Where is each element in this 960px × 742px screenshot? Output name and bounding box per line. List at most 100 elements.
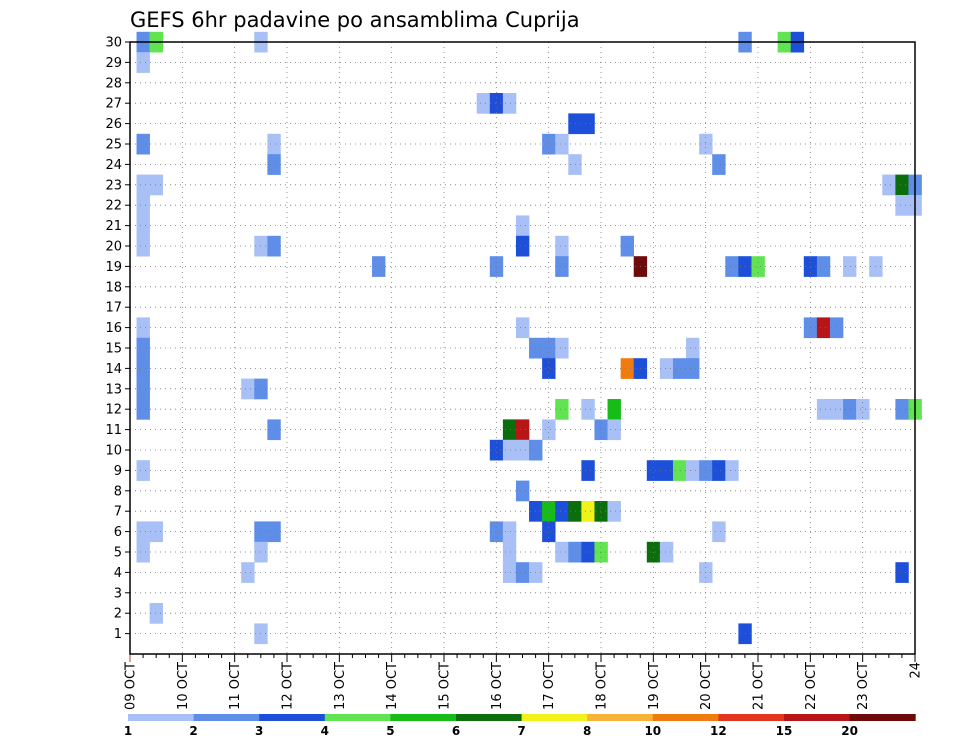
y-tick-label: 16 — [105, 321, 122, 336]
legend-swatch — [128, 714, 195, 721]
precip-cell — [267, 235, 281, 257]
grid-layer — [130, 42, 915, 654]
x-tick-label: 19 OCT — [647, 662, 662, 710]
x-tick-label: 17 OCT — [542, 662, 557, 710]
precip-cell — [659, 541, 674, 563]
precip-cell — [568, 541, 582, 563]
precip-cell — [895, 399, 909, 420]
legend-swatch — [456, 714, 523, 721]
legend-swatch — [784, 714, 851, 721]
precip-cell — [267, 419, 281, 441]
legend-label: 7 — [517, 724, 525, 738]
precip-cell — [712, 154, 726, 175]
x-tick-label: 21 OCT — [752, 662, 767, 710]
precip-cell — [686, 358, 700, 379]
y-tick-label: 13 — [105, 382, 122, 397]
legend-swatch — [324, 714, 391, 721]
precip-cell — [555, 541, 569, 563]
precip-cell — [568, 113, 582, 135]
precip-cell — [267, 521, 281, 543]
precip-cell — [581, 460, 595, 481]
precip-cell — [489, 521, 504, 543]
precip-cell — [149, 174, 164, 196]
precip-cell — [136, 521, 150, 543]
precip-cell — [136, 235, 150, 257]
precip-cell — [515, 317, 530, 339]
precip-cell — [712, 460, 726, 481]
x-tick-label: 11 OCT — [228, 662, 243, 710]
precip-cell — [843, 256, 857, 277]
y-tick-label: 4 — [114, 566, 122, 581]
legend-label: 3 — [255, 724, 263, 738]
precip-cell — [149, 603, 164, 624]
precip-cell — [725, 256, 739, 277]
precip-cell — [672, 460, 687, 481]
y-tick-label: 20 — [105, 240, 122, 255]
y-tick-label: 25 — [105, 138, 122, 153]
legend-label: 8 — [583, 724, 591, 738]
y-tick-label: 30 — [105, 36, 122, 51]
y-tick-label: 22 — [105, 199, 122, 214]
precip-cell — [542, 337, 556, 359]
chart-title: GEFS 6hr padavine po ansamblima Cuprija — [130, 8, 580, 32]
plot-frame — [129, 41, 916, 655]
precip-cell — [542, 501, 556, 522]
y-tick-label: 8 — [114, 484, 122, 499]
precip-cell — [489, 439, 504, 461]
precip-cell — [856, 399, 870, 420]
precip-cell — [136, 358, 150, 379]
x-tick-label: 22 OCT — [804, 662, 819, 710]
y-tick-label: 6 — [114, 525, 122, 540]
precip-cell — [607, 501, 621, 522]
legend-swatch — [652, 714, 719, 721]
y-tick-label: 5 — [114, 546, 122, 561]
precip-cell — [515, 419, 530, 441]
y-tick-label: 9 — [114, 464, 122, 479]
precip-cell — [502, 541, 517, 563]
precip-cell — [515, 215, 530, 237]
precip-cell — [607, 419, 621, 441]
legend-label: 6 — [452, 724, 460, 738]
y-tick-label: 29 — [105, 56, 122, 71]
precip-cell — [502, 419, 517, 441]
precip-cell — [816, 399, 831, 420]
precip-cell — [607, 399, 621, 420]
y-tick-label: 10 — [105, 444, 122, 459]
legend-label: 4 — [321, 724, 329, 738]
precip-cell — [581, 399, 595, 420]
y-tick-label: 24 — [105, 158, 122, 173]
y-tick-label: 19 — [105, 260, 122, 275]
legend-label: 20 — [841, 724, 858, 738]
y-tick-label: 12 — [105, 403, 122, 418]
precip-cell — [725, 460, 739, 481]
precip-cell — [555, 337, 569, 359]
precip-cell — [581, 501, 595, 522]
precip-cell — [620, 235, 635, 257]
y-tick-label: 18 — [105, 280, 122, 295]
y-tick-label: 1 — [114, 627, 122, 642]
precip-cell — [515, 480, 530, 502]
precip-cell — [594, 419, 608, 441]
y-tick-label: 27 — [105, 97, 122, 112]
precip-cell — [751, 256, 765, 277]
precip-cell — [568, 154, 582, 175]
precip-cell — [581, 113, 595, 135]
y-tick-label: 2 — [114, 607, 122, 622]
precip-cell — [816, 317, 831, 339]
precip-cell — [843, 399, 857, 420]
precip-cell — [136, 133, 150, 155]
precip-cell — [136, 215, 150, 237]
precip-cell — [816, 256, 831, 277]
precip-cell — [515, 439, 530, 461]
legend-swatch — [390, 714, 457, 721]
precip-cell — [568, 501, 582, 522]
y-tick-label: 21 — [105, 219, 122, 234]
precip-cell — [555, 501, 569, 522]
precip-cell — [829, 317, 844, 339]
precip-cell — [136, 541, 150, 563]
precip-cell — [542, 358, 556, 379]
legend-swatch — [259, 714, 326, 721]
precip-cell — [267, 154, 281, 175]
